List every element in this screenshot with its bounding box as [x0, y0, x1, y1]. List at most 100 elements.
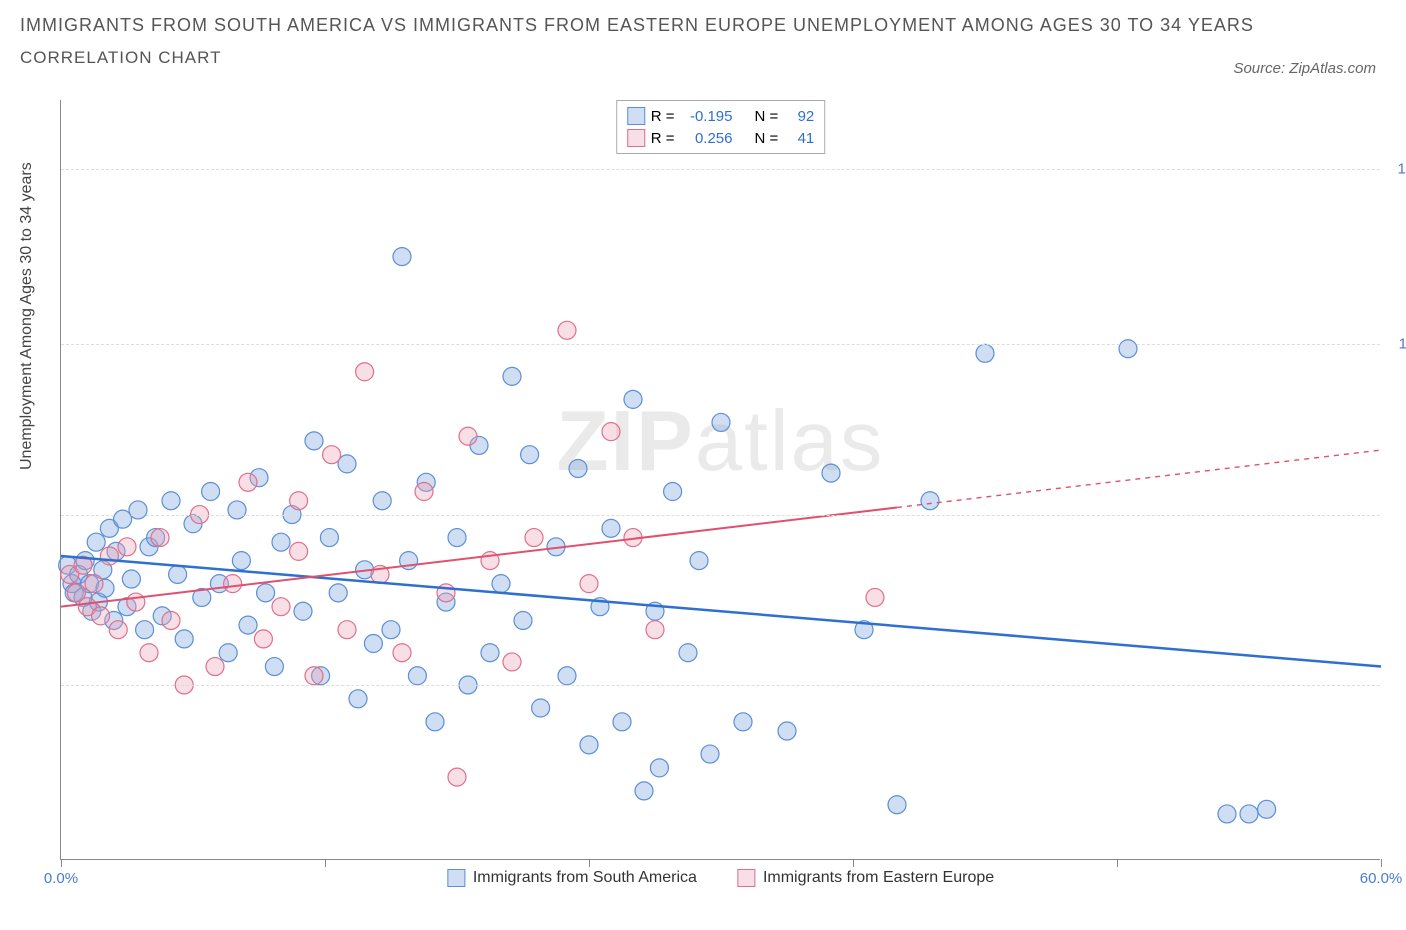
- legend-swatch-1: [627, 129, 645, 147]
- chart-title-line2: Correlation Chart: [20, 48, 1386, 68]
- legend-series-swatch-1: [737, 869, 755, 887]
- scatter-point: [338, 621, 356, 639]
- scatter-point: [664, 483, 682, 501]
- scatter-point: [294, 602, 312, 620]
- scatter-point: [1119, 340, 1137, 358]
- scatter-point: [888, 796, 906, 814]
- scatter-point: [232, 552, 250, 570]
- scatter-point: [140, 644, 158, 662]
- xtick: [853, 859, 854, 867]
- scatter-point: [206, 658, 224, 676]
- scatter-point: [290, 492, 308, 510]
- scatter-point: [712, 413, 730, 431]
- xtick: [325, 859, 326, 867]
- gridline-h: [61, 685, 1380, 686]
- legend-stats-row-1: R = 0.256 N = 41: [627, 127, 815, 149]
- scatter-point: [239, 473, 257, 491]
- scatter-point: [426, 713, 444, 731]
- scatter-point: [408, 667, 426, 685]
- scatter-point: [100, 547, 118, 565]
- scatter-point: [239, 616, 257, 634]
- scatter-point: [514, 611, 532, 629]
- scatter-point: [305, 432, 323, 450]
- xtick-label: 60.0%: [1360, 870, 1403, 887]
- legend-swatch-0: [627, 107, 645, 125]
- scatter-point: [650, 759, 668, 777]
- chart-area: ZIPatlas R = -0.195 N = 92 R = 0.256 N =…: [60, 100, 1380, 860]
- scatter-point: [162, 492, 180, 510]
- r-value-0: -0.195: [681, 108, 733, 125]
- n-label: N =: [755, 108, 779, 125]
- scatter-point: [558, 321, 576, 339]
- scatter-point: [175, 630, 193, 648]
- scatter-point: [349, 690, 367, 708]
- legend-stats: R = -0.195 N = 92 R = 0.256 N = 41: [616, 100, 826, 154]
- xtick: [1117, 859, 1118, 867]
- scatter-point: [136, 621, 154, 639]
- scatter-point: [448, 768, 466, 786]
- legend-series-label-1: Immigrants from Eastern Europe: [763, 869, 994, 887]
- scatter-point: [503, 367, 521, 385]
- xtick: [589, 859, 590, 867]
- gridline-h: [61, 169, 1380, 170]
- legend-series: Immigrants from South America Immigrants…: [447, 869, 994, 887]
- legend-series-item-0: Immigrants from South America: [447, 869, 697, 887]
- r-label: R =: [651, 108, 675, 125]
- scatter-point: [92, 607, 110, 625]
- scatter-point: [569, 459, 587, 477]
- scatter-point: [646, 621, 664, 639]
- scatter-point: [459, 427, 477, 445]
- scatter-point: [602, 519, 620, 537]
- scatter-point: [290, 542, 308, 560]
- scatter-point: [254, 630, 272, 648]
- r-label: R =: [651, 130, 675, 147]
- scatter-point: [305, 667, 323, 685]
- scatter-point: [635, 782, 653, 800]
- scatter-point: [109, 621, 127, 639]
- scatter-point: [257, 584, 275, 602]
- scatter-point: [580, 575, 598, 593]
- scatter-point: [219, 644, 237, 662]
- scatter-point: [701, 745, 719, 763]
- scatter-point: [265, 658, 283, 676]
- n-value-1: 41: [784, 130, 814, 147]
- chart-title-line1: Immigrants from South America vs Immigra…: [20, 15, 1386, 36]
- scatter-point: [169, 565, 187, 583]
- scatter-point: [320, 529, 338, 547]
- scatter-point: [679, 644, 697, 662]
- legend-series-swatch-0: [447, 869, 465, 887]
- scatter-point: [118, 538, 136, 556]
- scatter-point: [1218, 805, 1236, 823]
- scatter-point: [87, 533, 105, 551]
- scatter-point: [323, 446, 341, 464]
- scatter-point: [151, 529, 169, 547]
- scatter-point: [272, 533, 290, 551]
- trend-line-dashed: [897, 450, 1381, 507]
- xtick-label: 0.0%: [44, 870, 78, 887]
- trend-line: [61, 556, 1381, 667]
- plot-svg: [61, 100, 1380, 859]
- scatter-point: [778, 722, 796, 740]
- scatter-point: [481, 644, 499, 662]
- scatter-point: [624, 390, 642, 408]
- scatter-point: [85, 575, 103, 593]
- source-label: Source: ZipAtlas.com: [1233, 60, 1376, 77]
- scatter-point: [224, 575, 242, 593]
- gridline-h: [61, 515, 1380, 516]
- scatter-point: [228, 501, 246, 519]
- scatter-point: [976, 344, 994, 362]
- scatter-point: [356, 363, 374, 381]
- scatter-point: [129, 501, 147, 519]
- scatter-point: [613, 713, 631, 731]
- scatter-point: [558, 667, 576, 685]
- ytick-label: 11.2%: [1399, 336, 1406, 353]
- scatter-point: [393, 644, 411, 662]
- scatter-point: [122, 570, 140, 588]
- scatter-point: [1258, 800, 1276, 818]
- legend-series-item-1: Immigrants from Eastern Europe: [737, 869, 994, 887]
- scatter-point: [525, 529, 543, 547]
- scatter-point: [393, 248, 411, 266]
- scatter-point: [580, 736, 598, 754]
- legend-stats-row-0: R = -0.195 N = 92: [627, 105, 815, 127]
- n-label: N =: [755, 130, 779, 147]
